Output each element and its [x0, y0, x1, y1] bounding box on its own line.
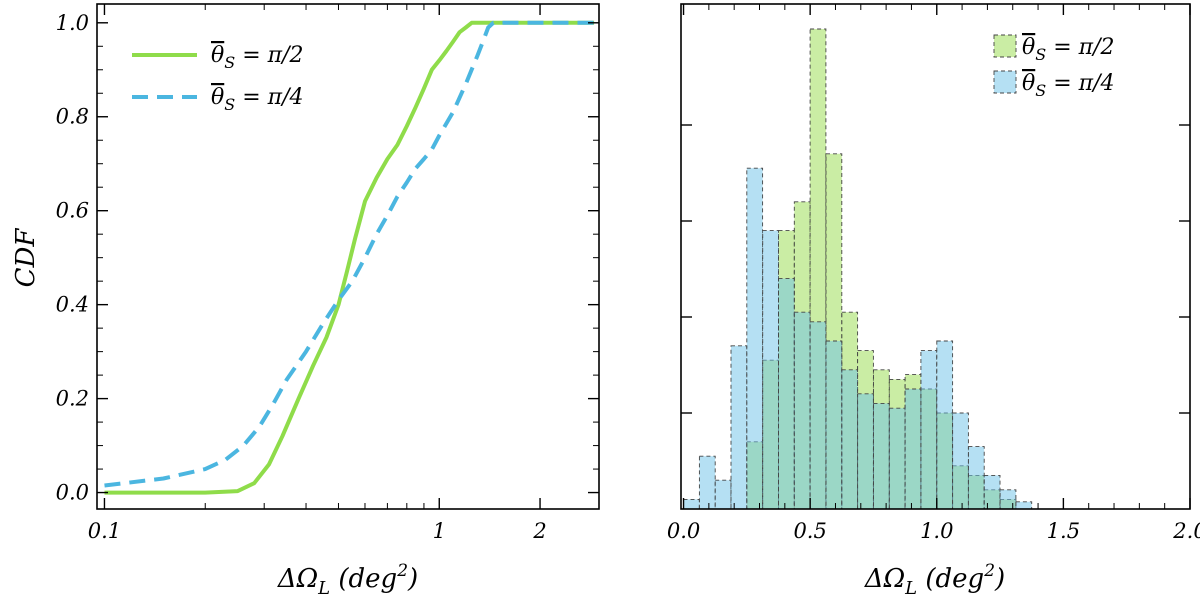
- cdf-series-layer: [104, 20, 595, 495]
- cdf-legend-label-1-theta: θ: [211, 43, 224, 68]
- cdf-y-tick-label: 0.6: [56, 199, 89, 223]
- histogram-plot-frame: [680, 3, 1191, 510]
- histogram-bar-series-2: [809, 321, 827, 510]
- cdf-x-axis-label-unit: (deg: [338, 564, 397, 594]
- histogram-bar-series-2: [746, 167, 764, 510]
- histogram-legend-swatch-1: [993, 34, 1017, 58]
- histogram-x-axis-label-close: ): [994, 564, 1005, 594]
- cdf-legend: θS = π/2θS = π/4: [132, 43, 304, 114]
- cdf-series-line-1: [104, 20, 595, 495]
- cdf-panel: 0.00.20.40.60.81.00.1 1 2 θS = π/2θS = π/4…: [11, 3, 600, 599]
- cdf-x-tick-label: 2: [532, 519, 546, 543]
- histogram-x-tick-label: 1.5: [1047, 519, 1080, 543]
- histogram-x-tick-label: 2.0: [1172, 519, 1200, 543]
- cdf-x-tick-label: 1: [433, 519, 446, 543]
- histogram-bar-series-2: [730, 345, 748, 510]
- cdf-legend-label-1-sub: S: [224, 53, 235, 72]
- histogram-bar-series-2: [698, 455, 716, 510]
- cdf-legend-label-2-rest: = π/4: [235, 85, 303, 110]
- histogram-x-axis-label-sub: L: [904, 578, 917, 599]
- histogram-bar-series-2: [904, 388, 922, 510]
- histogram-legend-label-1-sub: S: [1035, 45, 1046, 64]
- histogram-bar-series-2: [793, 311, 811, 510]
- histogram-x-tick-label: 1.0: [920, 519, 953, 543]
- histogram-legend-label-2-theta: θ: [1022, 71, 1035, 96]
- histogram-bar-series-2: [983, 474, 1001, 510]
- cdf-y-tick-label: 0.0: [56, 481, 89, 505]
- histogram-bar-series-2: [683, 498, 700, 510]
- histogram-legend-label-2-rest: = π/4: [1046, 71, 1114, 96]
- cdf-x-axis-label-main: ΔΩ: [277, 564, 318, 594]
- cdf-legend-label-2: θS = π/4: [211, 85, 304, 114]
- histogram-ticks: 0.0 0.5 1.0 1.5 2.0: [667, 4, 1200, 543]
- histogram-bar-series-2: [778, 278, 795, 510]
- histogram-bar-series-2: [873, 402, 890, 510]
- histogram-bar-series-2: [920, 350, 938, 510]
- cdf-legend-label-2-theta: θ: [211, 85, 224, 110]
- cdf-y-tick-label: 0.8: [56, 105, 89, 129]
- cdf-legend-label-2-sub: S: [224, 95, 235, 114]
- histogram-legend-swatch-2: [993, 70, 1017, 94]
- histogram-bar-series-2: [952, 412, 969, 510]
- histogram-bar-series-2: [1015, 501, 1033, 510]
- cdf-series-line-2: [104, 20, 595, 488]
- histogram-x-tick-label: 0.0: [667, 519, 700, 543]
- histogram-bar-series-2: [888, 407, 906, 510]
- histogram-bar-series-2: [999, 489, 1017, 510]
- histogram-bar-series-2: [762, 230, 779, 510]
- cdf-legend-label-1-rest: = π/2: [235, 43, 303, 68]
- histogram-x-axis-label-sup: 2: [983, 561, 995, 581]
- histogram-bar-series-2: [825, 340, 843, 510]
- cdf-y-axis-label: CDF: [11, 228, 41, 288]
- cdf-y-tick-label: 0.4: [56, 293, 89, 317]
- histogram-x-axis-label-main: ΔΩ: [864, 564, 905, 594]
- cdf-legend-label-1: θS = π/2: [211, 43, 304, 72]
- histogram-bar-series-2: [936, 340, 954, 510]
- cdf-y-tick-label: 1.0: [56, 11, 89, 35]
- histogram-legend-label-2: θS = π/4: [1022, 71, 1115, 100]
- cdf-x-axis-label: ΔΩL (deg2): [277, 561, 418, 599]
- cdf-plot-frame: [96, 3, 600, 510]
- histogram-bar-series-2: [857, 393, 874, 510]
- cdf-x-axis-label-sup: 2: [396, 561, 408, 581]
- histogram-legend-label-1: θS = π/2: [1022, 35, 1115, 64]
- histogram-x-tick-label: 0.5: [793, 519, 826, 543]
- histogram-panel: 0.00.51.01.52.0 θS = π/2θS = π/4 ΔΩL (de…: [667, 3, 1200, 599]
- histogram-legend-label-1-theta: θ: [1022, 35, 1035, 60]
- cdf-x-axis-label-close: ): [407, 564, 418, 594]
- cdf-x-axis-label-sub: L: [317, 578, 330, 599]
- cdf-y-tick-label: 0.2: [56, 387, 89, 411]
- histogram-bar-series-2: [967, 446, 985, 510]
- histogram-bar-series-2: [841, 369, 859, 510]
- histogram-x-axis-label-unit: (deg: [925, 564, 984, 594]
- histogram-legend-label-1-rest: = π/2: [1046, 35, 1114, 60]
- cdf-ticks: 0.0 0.2 0.4 0.6 0.8 1.0 0.1 1 2: [56, 4, 600, 543]
- histogram-bar-series-2: [714, 479, 732, 510]
- histogram-x-axis-label: ΔΩL (deg2): [864, 561, 1005, 599]
- histogram-bars-layer: [683, 28, 1033, 510]
- cdf-x-tick-label: 0.1: [88, 519, 121, 543]
- histogram-legend: θS = π/2θS = π/4: [993, 34, 1115, 100]
- histogram-legend-label-2-sub: S: [1035, 81, 1046, 100]
